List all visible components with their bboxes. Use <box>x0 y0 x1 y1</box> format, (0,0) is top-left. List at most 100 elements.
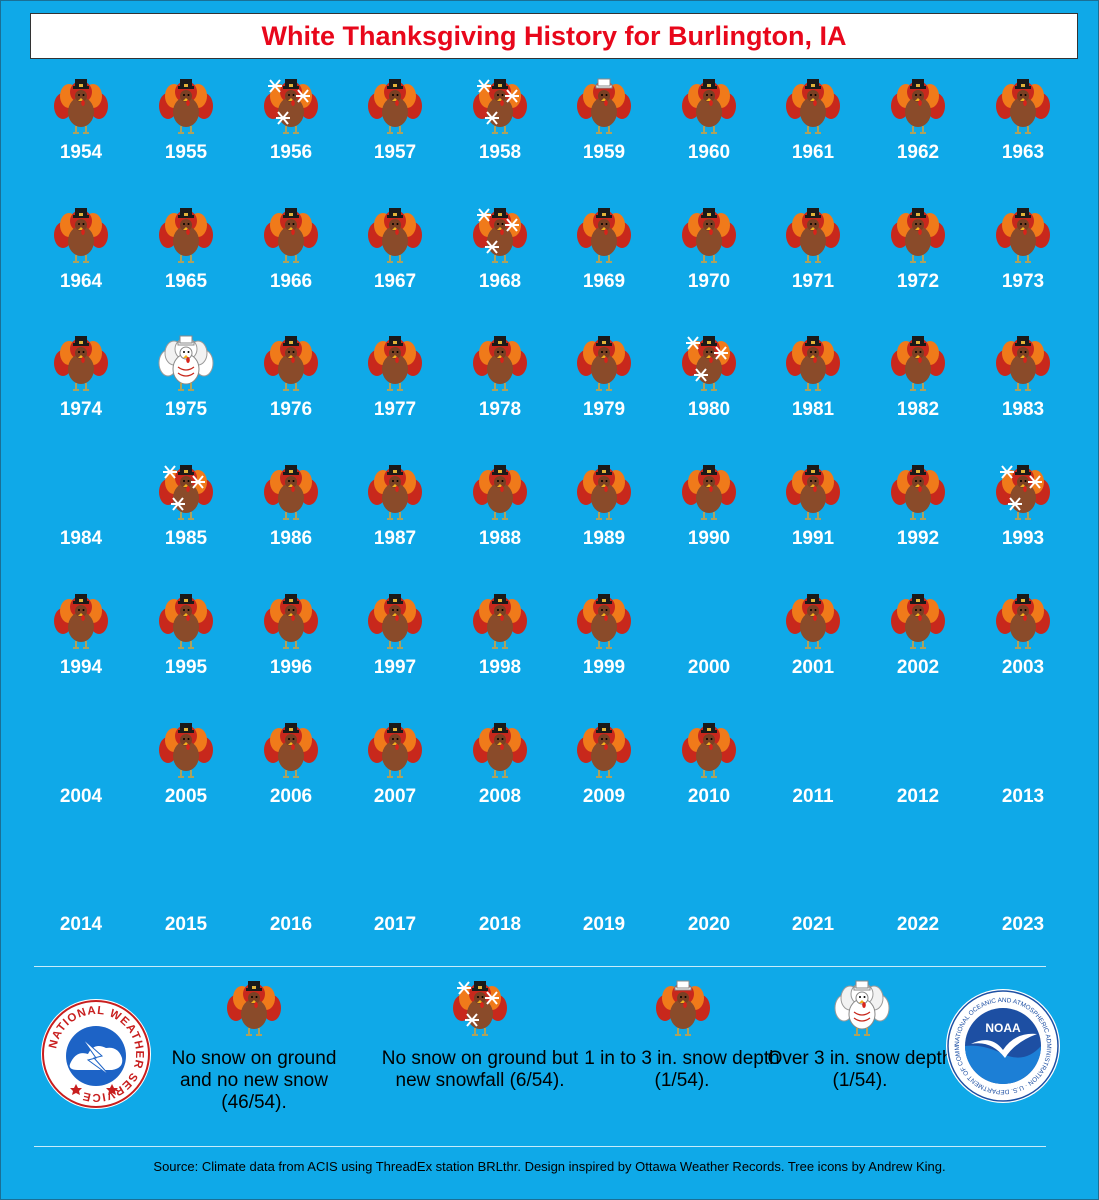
turkey-icon <box>367 462 423 522</box>
year-cell: 2013 <box>970 720 1074 848</box>
year-cell: 1965 <box>133 205 237 333</box>
year-cell: 2010 <box>656 720 760 848</box>
year-label: 2003 <box>1001 657 1045 678</box>
year-cell: 2006 <box>238 720 342 848</box>
turkey-icon <box>158 76 214 136</box>
turkey-icon <box>263 591 319 651</box>
year-cell: 1974 <box>28 333 132 461</box>
year-label: 2018 <box>478 914 522 935</box>
year-cell: 1954 <box>28 76 132 204</box>
year-cell: 1956 <box>238 76 342 204</box>
turkey-icon <box>576 720 632 780</box>
divider-top <box>34 966 1046 967</box>
year-cell: 1993 <box>970 462 1074 590</box>
turkey-icon <box>890 591 946 651</box>
year-label: 1993 <box>1001 528 1045 549</box>
year-cell: 2007 <box>342 720 446 848</box>
year-label: 1979 <box>582 399 626 420</box>
year-cell: 1969 <box>551 205 655 333</box>
year-label: 1972 <box>896 271 940 292</box>
divider-bottom <box>34 1146 1046 1147</box>
year-cell: 2019 <box>551 848 655 976</box>
turkey-icon <box>785 205 841 265</box>
year-cell: 1975 <box>133 333 237 461</box>
turkey-icon <box>367 591 423 651</box>
year-label: 2010 <box>687 786 731 807</box>
legend-label-none: No snow on ground and no new snow (46/54… <box>171 1048 337 1113</box>
year-label: 2015 <box>164 914 208 935</box>
year-label: 1956 <box>269 142 313 163</box>
turkey-snowflake-icon <box>472 205 528 265</box>
year-label: 1971 <box>791 271 835 292</box>
turkey-icon <box>263 205 319 265</box>
year-cell: 2012 <box>865 720 969 848</box>
year-cell: 2018 <box>447 848 551 976</box>
turkey-snowflake-icon <box>472 76 528 136</box>
turkey-icon <box>367 205 423 265</box>
year-cell: 2005 <box>133 720 237 848</box>
legend-label-depth-1to3: 1 in to 3 in. snow depth (1/54). <box>584 1048 780 1091</box>
year-cell: 1967 <box>342 205 446 333</box>
year-label: 1992 <box>896 528 940 549</box>
svg-text:NOAA: NOAA <box>985 1021 1021 1035</box>
year-label: 1998 <box>478 657 522 678</box>
year-cell: 1964 <box>28 205 132 333</box>
year-label: 1963 <box>1001 142 1045 163</box>
turkey-icon <box>681 76 737 136</box>
year-cell: 1961 <box>760 76 864 204</box>
source-note: Source: Climate data from ACIS using Thr… <box>153 1159 946 1174</box>
year-label: 1973 <box>1001 271 1045 292</box>
turkey-icon <box>890 333 946 393</box>
year-cell: 1997 <box>342 591 446 719</box>
year-label: 2001 <box>791 657 835 678</box>
year-label: 2016 <box>269 914 313 935</box>
page-title: White Thanksgiving History for Burlingto… <box>261 20 847 51</box>
turkey-icon <box>890 462 946 522</box>
year-label: 1984 <box>59 528 103 549</box>
year-label: 2006 <box>269 786 313 807</box>
turkey-icon <box>995 205 1051 265</box>
year-cell: 1968 <box>447 205 551 333</box>
year-label: 1990 <box>687 528 731 549</box>
noaa-logo-icon: NATIONAL OCEANIC AND ATMOSPHERIC ADMINIS… <box>943 983 1060 1103</box>
year-label: 1996 <box>269 657 313 678</box>
year-label: 1985 <box>164 528 208 549</box>
year-cell: 1970 <box>656 205 760 333</box>
year-label: 2021 <box>791 914 835 935</box>
turkey-icon <box>53 333 109 393</box>
title-box: White Thanksgiving History for Burlingto… <box>30 13 1078 59</box>
year-cell: 2014 <box>28 848 132 976</box>
turkey-pilgrim-icon <box>655 978 711 1038</box>
turkey-icon <box>576 205 632 265</box>
turkey-snowflake-icon <box>263 76 319 136</box>
turkey-icon <box>263 333 319 393</box>
year-label: 2017 <box>373 914 417 935</box>
year-grid: 1954 1955 1956 1957 1958 1959 1960 1961 1962 1963… <box>28 76 1074 935</box>
year-cell: 2011 <box>760 720 864 848</box>
year-label: 2019 <box>582 914 626 935</box>
year-cell: 1996 <box>238 591 342 719</box>
year-cell: 1995 <box>133 591 237 719</box>
year-label: 1974 <box>59 399 103 420</box>
turkey-icon <box>53 205 109 265</box>
year-cell: 2022 <box>865 848 969 976</box>
year-label: 1967 <box>373 271 417 292</box>
turkey-icon <box>472 333 528 393</box>
year-label: 1970 <box>687 271 731 292</box>
year-cell: 1984 <box>28 462 132 590</box>
turkey-icon <box>472 591 528 651</box>
year-label: 1966 <box>269 271 313 292</box>
turkey-icon <box>995 333 1051 393</box>
year-label: 1960 <box>687 142 731 163</box>
year-cell: 2002 <box>865 591 969 719</box>
year-cell: 2001 <box>760 591 864 719</box>
turkey-icon <box>158 720 214 780</box>
year-cell: 2023 <box>970 848 1074 976</box>
turkey-icon <box>367 720 423 780</box>
year-label: 1955 <box>164 142 208 163</box>
year-cell: 2009 <box>551 720 655 848</box>
year-label: 1957 <box>373 142 417 163</box>
turkey-white-icon <box>158 333 214 393</box>
turkey-icon <box>785 462 841 522</box>
year-label: 2000 <box>687 657 731 678</box>
